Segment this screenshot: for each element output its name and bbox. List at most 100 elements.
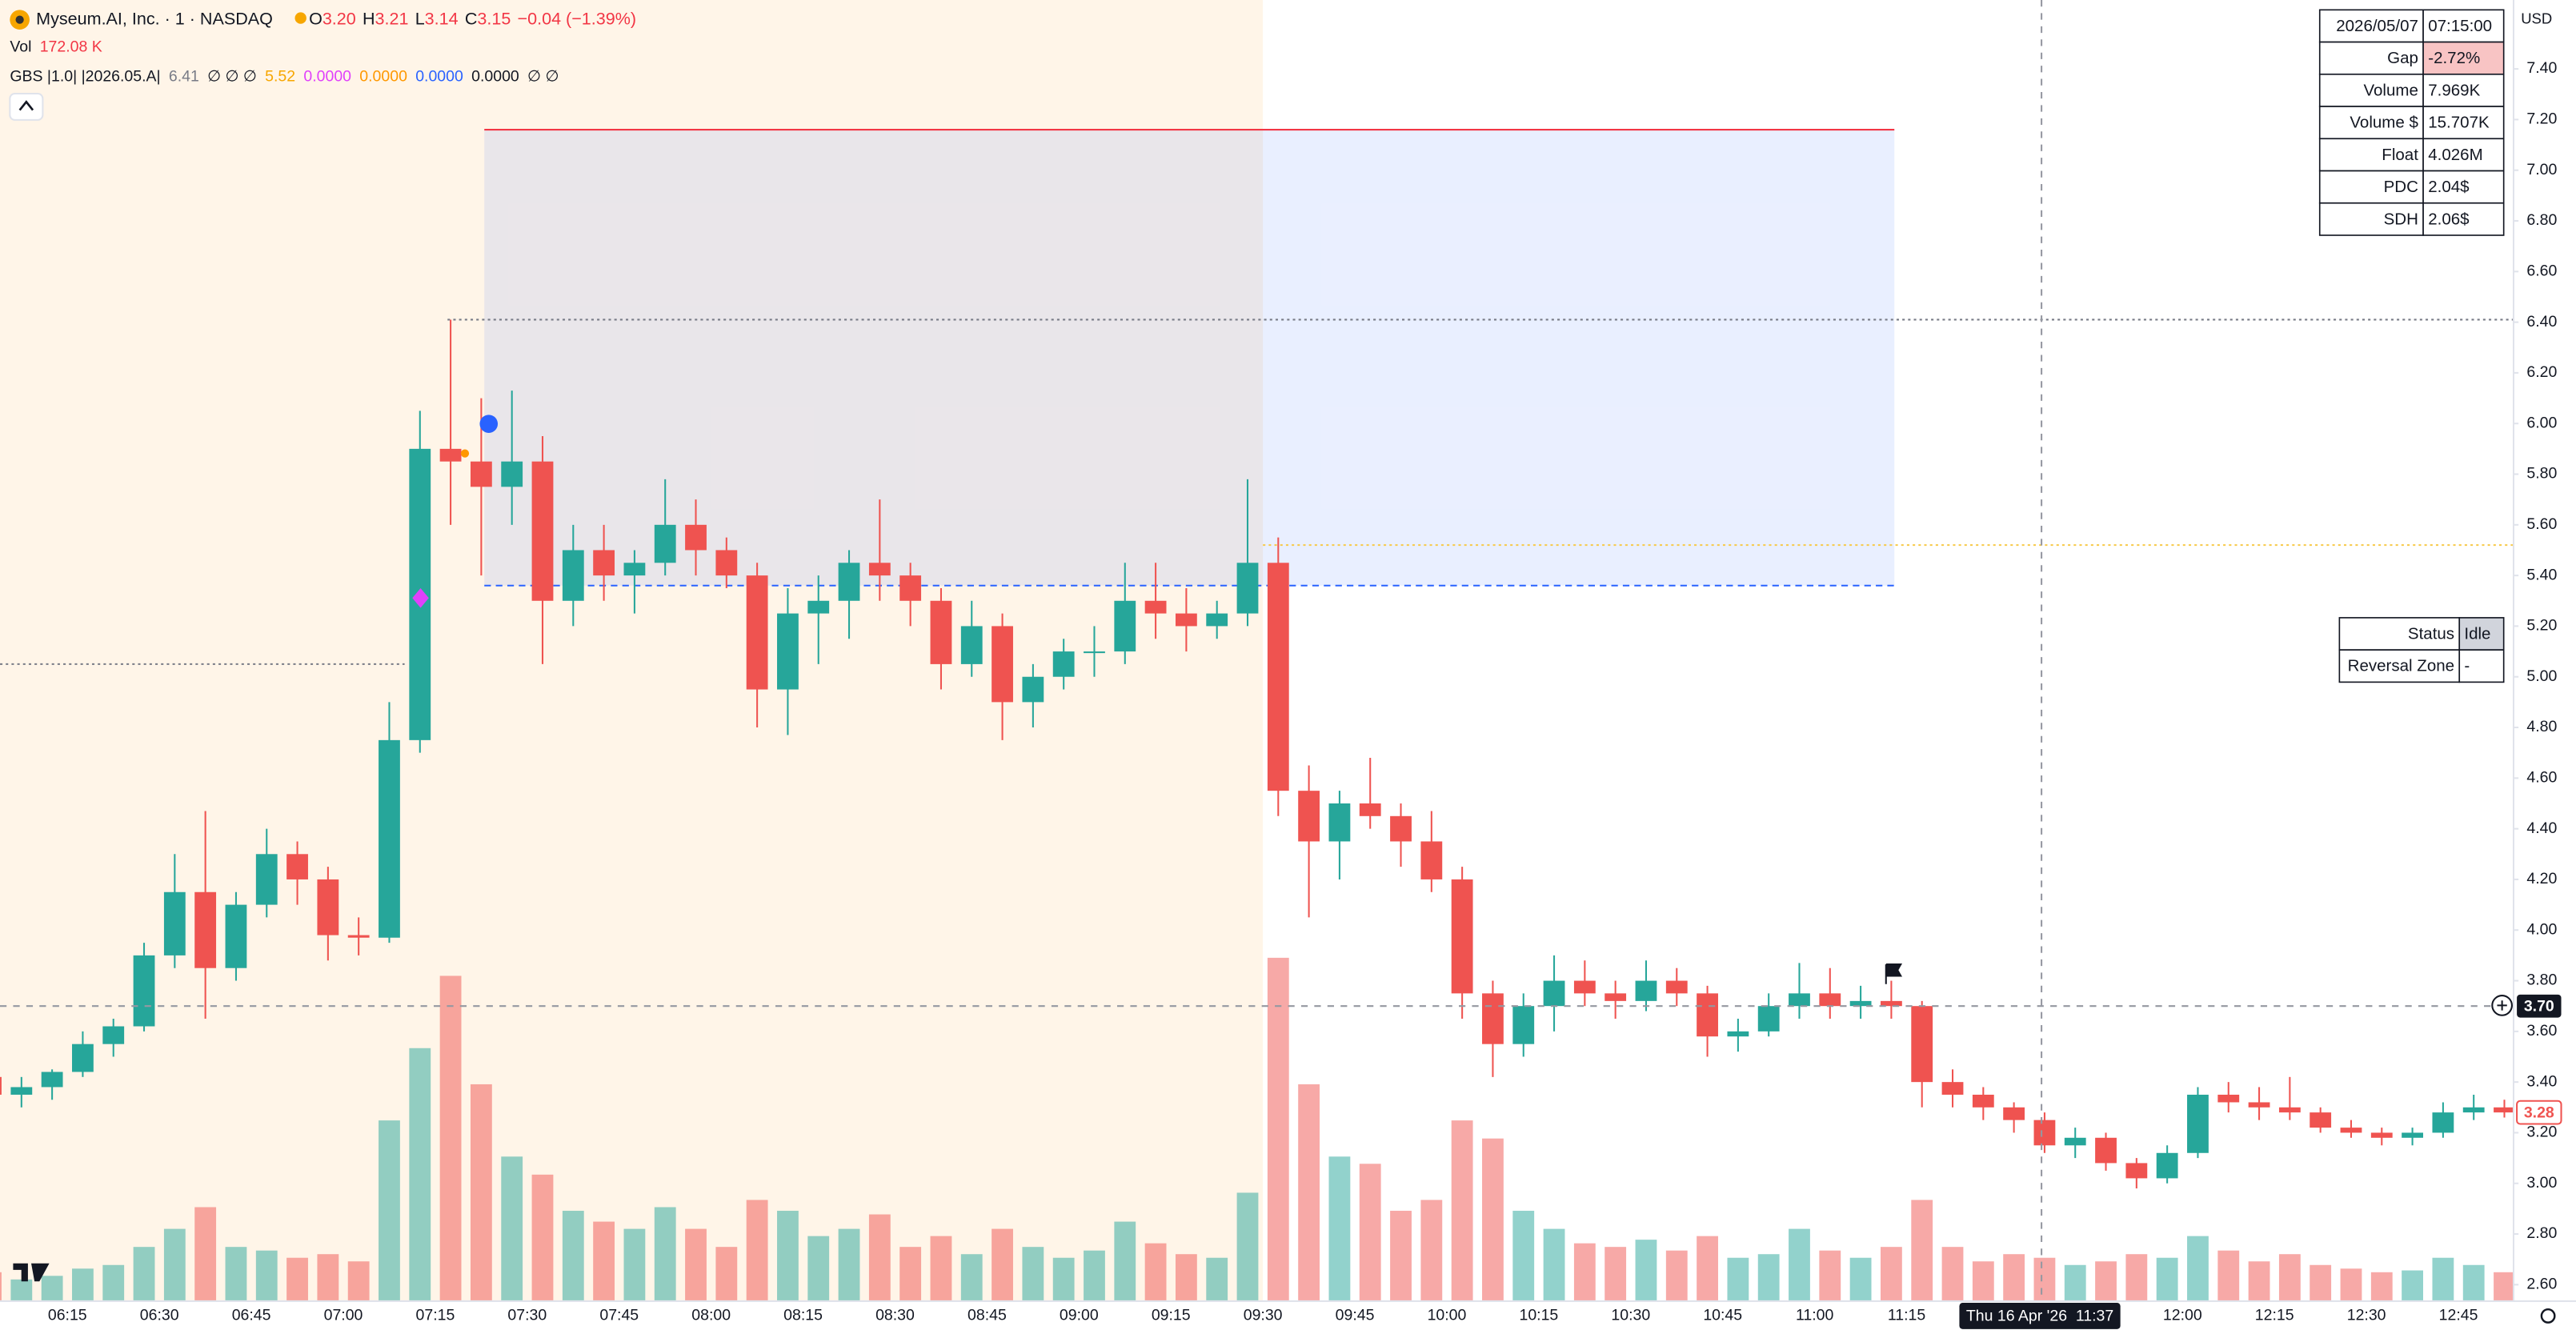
table-cell xyxy=(2458,649,2505,683)
ohlc-value: 3.15 xyxy=(477,8,511,28)
volume-bar xyxy=(1236,1192,1259,1301)
table-cell xyxy=(2318,202,2424,236)
table-cell xyxy=(2338,649,2461,683)
x-tick-label: 12:45 xyxy=(2439,1307,2478,1324)
volume-label: Vol xyxy=(10,38,31,56)
volume-bar xyxy=(1206,1257,1228,1301)
volume-bar xyxy=(930,1236,952,1301)
table-cell-text: 2.06$ xyxy=(2428,210,2470,228)
volume-bar xyxy=(1604,1247,1627,1301)
candle-body xyxy=(746,575,768,690)
table-cell xyxy=(2422,138,2505,172)
table-cell xyxy=(2422,106,2505,140)
volume-bar xyxy=(317,1254,339,1301)
x-tick-label: 08:00 xyxy=(691,1307,731,1324)
volume-bar xyxy=(1114,1221,1136,1301)
x-tick-label: 07:15 xyxy=(416,1307,455,1324)
ohlc-value: 3.20 xyxy=(323,8,356,28)
volume-bar xyxy=(1665,1250,1688,1301)
table-cell-text: Gap xyxy=(2387,49,2418,67)
volume-bar xyxy=(1052,1257,1075,1301)
y-tick-label: 2.60 xyxy=(2526,1276,2557,1293)
y-tick-label: 4.40 xyxy=(2526,819,2557,837)
candle-body xyxy=(685,524,707,551)
y-tick-label: 4.60 xyxy=(2526,768,2557,786)
candle-body xyxy=(2217,1094,2240,1103)
volume-bar xyxy=(1359,1164,1381,1301)
candle-body xyxy=(2125,1163,2148,1179)
candle-body xyxy=(1757,1006,1780,1032)
volume-bar xyxy=(2064,1264,2086,1301)
ohlc-label: H xyxy=(363,8,375,28)
candle-body xyxy=(2248,1102,2270,1108)
candle-body xyxy=(1144,600,1167,614)
volume-bar xyxy=(163,1228,186,1301)
candle-body xyxy=(899,575,922,601)
volume-bar xyxy=(1727,1257,1749,1301)
candle-body xyxy=(1206,613,1228,627)
volume-value: 172.08 K xyxy=(40,38,102,56)
candle-body xyxy=(0,1076,2,1095)
candle-body xyxy=(1880,1000,1902,1007)
volume-bar xyxy=(1789,1228,1810,1301)
table-cell-text: 4.026M xyxy=(2428,146,2482,164)
y-tick-label: 5.20 xyxy=(2526,617,2557,635)
candle-body xyxy=(102,1026,125,1044)
volume-bar xyxy=(1451,1120,1473,1301)
signal-diamond xyxy=(412,587,429,608)
volume-bar xyxy=(593,1221,615,1301)
candle-body xyxy=(531,461,554,601)
volume-bar xyxy=(807,1236,830,1301)
ohlc-label: C xyxy=(465,8,478,28)
signal-dot xyxy=(479,415,499,433)
candle-body xyxy=(2033,1120,2056,1146)
flag-marker xyxy=(1885,963,1903,984)
candle-body xyxy=(1267,563,1289,791)
volume-bar xyxy=(1911,1200,1933,1301)
candle-body xyxy=(1697,993,1718,1037)
indicator-value: 0.0000 xyxy=(415,68,463,86)
volume-bar xyxy=(1175,1254,1197,1301)
y-tick-label: 6.40 xyxy=(2526,313,2557,330)
volume-bar xyxy=(1972,1261,1994,1301)
table-cell xyxy=(2422,9,2505,43)
x-tick-label: 09:00 xyxy=(1060,1307,1099,1324)
volume-bar xyxy=(2402,1270,2423,1301)
indicator-value: 0.0000 xyxy=(471,68,519,86)
x-tick-label: 06:30 xyxy=(140,1307,179,1324)
collapse-button[interactable] xyxy=(9,92,44,121)
candle-body xyxy=(2494,1107,2514,1113)
volume-bar xyxy=(10,1279,33,1301)
volume-bar xyxy=(531,1174,554,1301)
candle-body xyxy=(960,626,983,664)
candle-body xyxy=(2402,1132,2423,1138)
volume-bar xyxy=(225,1247,247,1301)
y-tick-label: 3.40 xyxy=(2526,1072,2557,1090)
candle-body xyxy=(2064,1137,2086,1146)
x-tick-label: 07:45 xyxy=(599,1307,639,1324)
candle-body xyxy=(1359,803,1381,816)
x-tick-label: 08:30 xyxy=(875,1307,915,1324)
candle-body xyxy=(1789,993,1810,1007)
premarket-shading xyxy=(0,0,1264,1301)
x-tick-label: 07:00 xyxy=(324,1307,363,1324)
candle-body xyxy=(1911,1006,1933,1083)
volume-bar xyxy=(470,1084,492,1301)
volume-bar xyxy=(1573,1243,1596,1301)
symbol-icon-eye xyxy=(15,15,24,24)
x-tick-label: 10:15 xyxy=(1519,1307,1558,1324)
volume-bar xyxy=(654,1207,676,1301)
settings-button[interactable] xyxy=(2540,1308,2556,1324)
y-tick-label: 6.20 xyxy=(2526,363,2557,381)
volume-bar xyxy=(777,1211,799,1301)
y-tick-label: 3.20 xyxy=(2526,1124,2557,1141)
volume-bar xyxy=(960,1254,983,1301)
table-cell-text: 7.969K xyxy=(2428,81,2480,99)
candle-body xyxy=(1052,651,1075,677)
volume-bar xyxy=(2187,1236,2209,1301)
x-tick-label: 12:30 xyxy=(2347,1307,2386,1324)
crosshair-add-icon xyxy=(2497,1000,2507,1011)
table-cell-text: Status xyxy=(2408,624,2454,643)
volume-bar xyxy=(41,1276,63,1301)
volume-bar xyxy=(868,1214,891,1301)
